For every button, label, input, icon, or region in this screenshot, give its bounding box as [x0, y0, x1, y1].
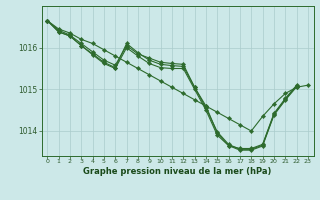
X-axis label: Graphe pression niveau de la mer (hPa): Graphe pression niveau de la mer (hPa)	[84, 167, 272, 176]
